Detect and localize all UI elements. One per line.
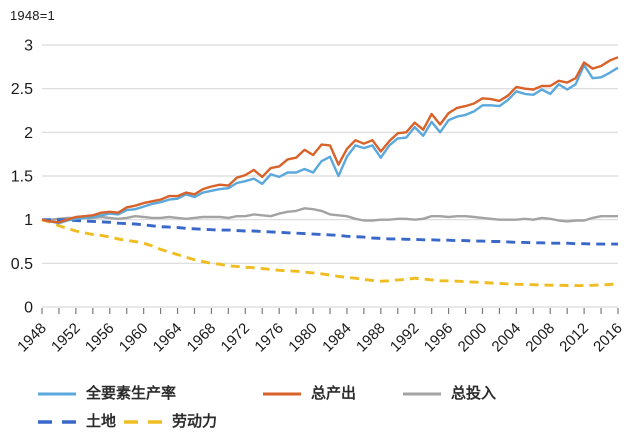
legend-item-land: 土地: [37, 413, 116, 431]
baseline-note: 1948=1: [10, 8, 55, 23]
legend-item-labor: 劳动力: [123, 413, 217, 431]
land-line-sample-icon: [38, 420, 76, 424]
legend-label-output: 总产出: [311, 385, 357, 402]
x-tick-label: 2004: [489, 320, 525, 356]
x-tick-label: 1988: [353, 320, 389, 356]
y-tick-label: 2: [24, 125, 33, 142]
series-line-input: [42, 207, 618, 223]
x-tick-label: 1948: [14, 320, 50, 356]
x-tick-label: 1992: [387, 320, 423, 356]
x-tick-label: 1972: [218, 320, 254, 356]
x-tick-label: 1984: [319, 320, 355, 356]
x-tick-label: 1976: [251, 320, 287, 356]
legend-label-labor: 劳动力: [172, 413, 218, 430]
x-tick-label: 2000: [455, 320, 491, 356]
legend-item-tfp: 全要素生产率: [37, 385, 176, 403]
legend-label-land: 土地: [86, 413, 117, 430]
series-line-output: [41, 56, 619, 224]
legend-item-output: 总产出: [262, 385, 356, 403]
x-tick-label: 1960: [116, 320, 152, 356]
x-tick-label: 1952: [48, 320, 84, 356]
legend-item-input: 总投入: [402, 385, 496, 403]
legend-label-input: 总投入: [451, 385, 497, 402]
y-tick-label: 2.5: [11, 81, 33, 98]
y-tick-label: 1: [24, 212, 33, 229]
y-tick-label: 0: [24, 300, 33, 317]
legend-label-tfp: 全要素生产率: [86, 385, 177, 402]
y-tick-label: 1.5: [11, 169, 33, 186]
x-tick-label: 2008: [522, 320, 558, 356]
x-tick-label: 1980: [285, 320, 321, 356]
y-tick-label: 3: [24, 38, 33, 55]
x-tick-label: 1964: [150, 320, 186, 356]
x-tick-label: 2012: [556, 320, 592, 356]
x-tick-label: 1956: [82, 320, 118, 356]
output-line-sample-icon: [263, 392, 301, 396]
tfp-line-sample-icon: [38, 392, 76, 396]
series-line-labor: [41, 218, 619, 288]
plot-svg: 00.511.522.53194819521956196019641968197…: [11, 38, 626, 356]
x-tick-label: 1996: [421, 320, 457, 356]
labor-line-sample-icon: [124, 420, 162, 424]
series-line-land: [42, 218, 618, 246]
input-line-sample-icon: [403, 392, 441, 396]
y-tick-label: 0.5: [11, 256, 33, 273]
x-tick-label: 2016: [590, 320, 626, 356]
x-tick-label: 1968: [184, 320, 220, 356]
series-line-tfp: [41, 63, 619, 225]
